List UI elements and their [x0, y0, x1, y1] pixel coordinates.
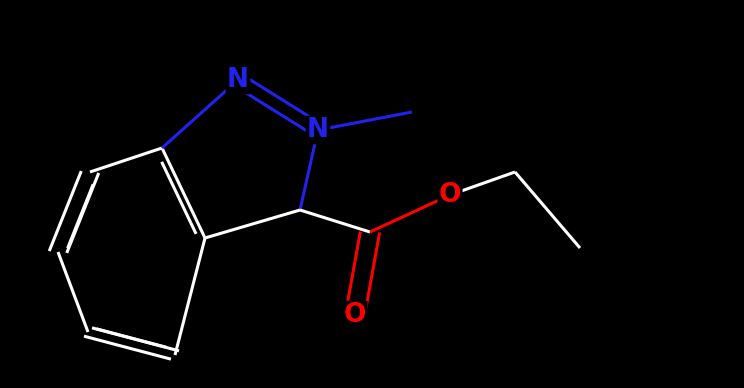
Text: N: N	[227, 67, 249, 93]
Text: O: O	[344, 302, 366, 328]
Text: N: N	[307, 117, 329, 143]
Text: O: O	[439, 182, 461, 208]
